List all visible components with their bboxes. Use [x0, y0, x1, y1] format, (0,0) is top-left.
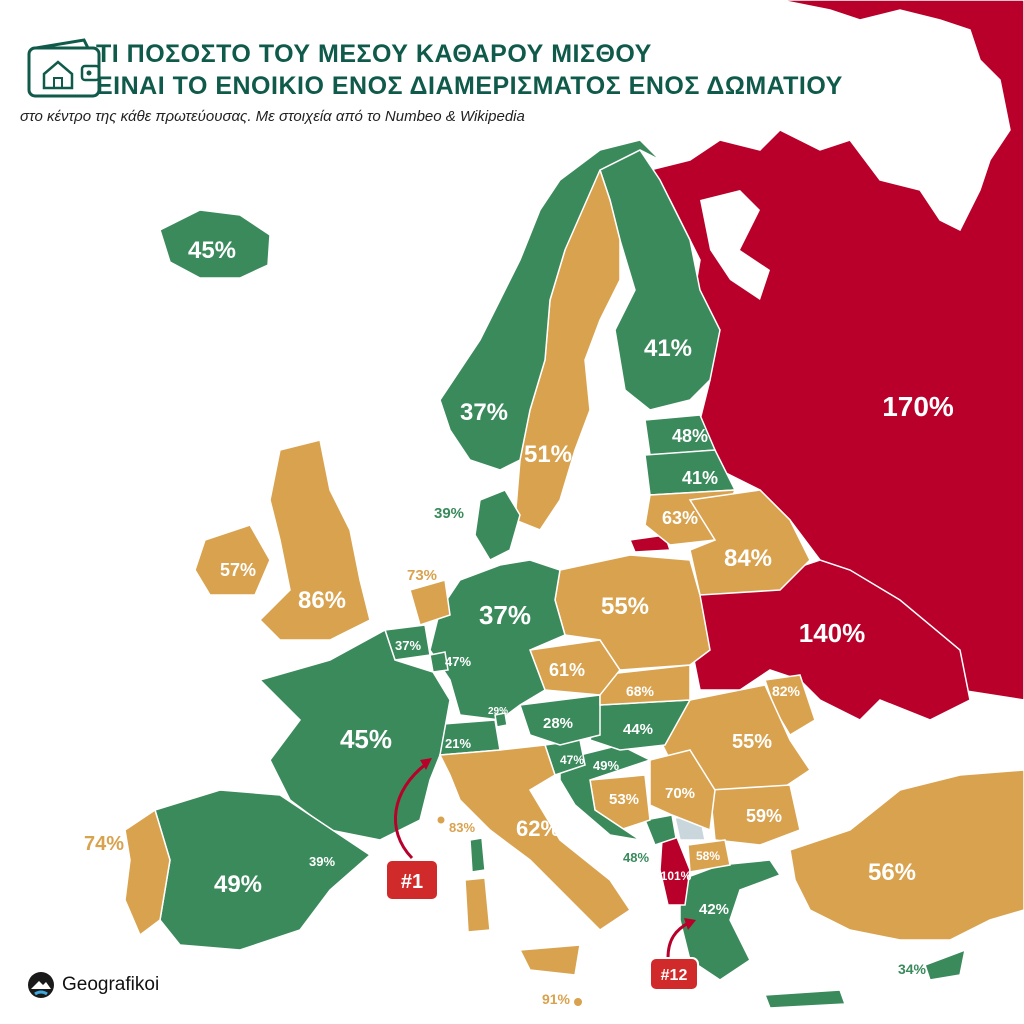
label-bulgaria: 59%	[746, 806, 782, 826]
country-malta	[574, 998, 582, 1006]
label-ireland: 57%	[220, 560, 256, 580]
badge-rank-1: #1	[385, 758, 439, 901]
label-bosnia: 53%	[609, 791, 639, 808]
island-sardinia	[464, 877, 491, 933]
label-slovenia: 47%	[560, 753, 584, 767]
label-portugal: 74%	[84, 833, 124, 855]
label-czechia: 61%	[549, 660, 585, 680]
label-albania: 101%	[661, 869, 692, 883]
label-estonia: 48%	[672, 426, 708, 446]
country-monaco	[436, 815, 446, 825]
badge-rank-12: #12	[649, 918, 699, 991]
badge-12-arrowhead	[684, 918, 696, 930]
country-united-kingdom	[258, 439, 371, 641]
label-slovakia: 68%	[626, 683, 655, 699]
label-russia: 170%	[882, 391, 954, 422]
island-corsica	[469, 837, 486, 873]
country-austria	[518, 694, 601, 746]
country-france	[258, 628, 451, 841]
value-labels: 45% 37% 51% 41% 170% 48% 41% 63% 84% 140…	[84, 237, 954, 1007]
country-luxembourg	[429, 651, 449, 673]
label-united-kingdom: 86%	[298, 587, 346, 614]
country-netherlands	[409, 579, 451, 626]
label-north-macedonia: 58%	[696, 849, 720, 863]
label-turkey: 56%	[868, 859, 916, 886]
wallet-house-icon	[26, 38, 102, 100]
country-liechtenstein	[494, 712, 508, 728]
country-italy	[438, 744, 632, 931]
badge-1-arrowhead	[420, 758, 432, 770]
country-north-macedonia	[687, 839, 731, 873]
badge-12-text: #12	[661, 967, 688, 984]
label-germany: 37%	[479, 600, 531, 630]
label-finland: 41%	[644, 335, 692, 362]
country-ireland	[194, 524, 271, 596]
label-iceland: 45%	[188, 237, 236, 264]
label-moldova: 82%	[772, 683, 801, 699]
country-kaliningrad	[628, 534, 672, 553]
subtitle: στο κέντρο της κάθε πρωτεύουσας. Με στοι…	[20, 108, 525, 125]
label-lithuania: 63%	[662, 508, 698, 528]
label-ukraine: 140%	[799, 618, 866, 648]
country-turkey	[789, 769, 1024, 941]
label-france: 45%	[340, 724, 392, 754]
brand: Geografikoi	[26, 970, 159, 1000]
brand-logo-icon	[28, 972, 54, 998]
label-spain: 49%	[214, 871, 262, 898]
country-croatia	[559, 744, 652, 841]
label-andorra: 39%	[309, 854, 335, 869]
badge-1-text: #1	[401, 871, 423, 893]
badge-12-box	[649, 957, 699, 991]
country-iceland	[159, 209, 271, 279]
label-switzerland: 21%	[445, 736, 471, 751]
label-belgium: 37%	[395, 638, 421, 653]
label-italy: 62%	[516, 816, 560, 841]
country-greece	[679, 859, 782, 981]
white-sea	[700, 190, 770, 300]
badge-1-box	[385, 859, 439, 901]
label-serbia: 70%	[665, 785, 695, 802]
label-cyprus: 34%	[898, 961, 927, 977]
country-bulgaria	[709, 784, 801, 846]
country-finland	[599, 149, 721, 411]
label-norway: 37%	[460, 399, 508, 426]
country-belarus	[688, 489, 811, 596]
title-line-2: ΕΙΝΑΙ ΤΟ ΕΝΟΙΚΙΟ ΕΝΟΣ ΔΙΑΜΕΡΙΣΜΑΤΟΣ ΕΝΟΣ…	[96, 72, 843, 100]
label-monaco: 83%	[449, 820, 475, 835]
label-luxembourg: 47%	[445, 654, 471, 669]
label-malta: 91%	[542, 991, 571, 1007]
country-portugal	[124, 808, 171, 937]
country-denmark	[474, 489, 521, 561]
country-serbia	[649, 749, 716, 832]
label-poland: 55%	[601, 593, 649, 620]
label-liechtenstein: 29%	[488, 706, 508, 717]
badge-1-arrow	[393, 762, 427, 860]
label-netherlands: 73%	[407, 567, 437, 584]
country-cyprus	[924, 948, 967, 981]
island-crete	[763, 989, 847, 1009]
island-sicily	[518, 944, 581, 976]
title-line-1: ΤΙ ΠΟΣΟΣΤΟ ΤΟΥ ΜΕΣΟΥ ΚΑΘΑΡΟΥ ΜΙΣΘΟΥ	[96, 40, 652, 68]
label-denmark: 39%	[434, 505, 464, 522]
label-hungary: 44%	[623, 721, 653, 738]
label-belarus: 84%	[724, 545, 772, 572]
label-latvia: 41%	[682, 468, 718, 488]
country-montenegro	[643, 814, 677, 846]
label-greece: 42%	[699, 901, 729, 918]
label-montenegro: 48%	[623, 850, 649, 865]
label-austria: 28%	[543, 715, 573, 732]
country-ukraine	[689, 559, 971, 721]
label-romania: 55%	[732, 731, 772, 753]
country-norway	[439, 139, 661, 471]
label-croatia: 49%	[593, 758, 619, 773]
brand-name: Geografikoi	[62, 974, 160, 995]
label-sweden: 51%	[524, 441, 572, 468]
